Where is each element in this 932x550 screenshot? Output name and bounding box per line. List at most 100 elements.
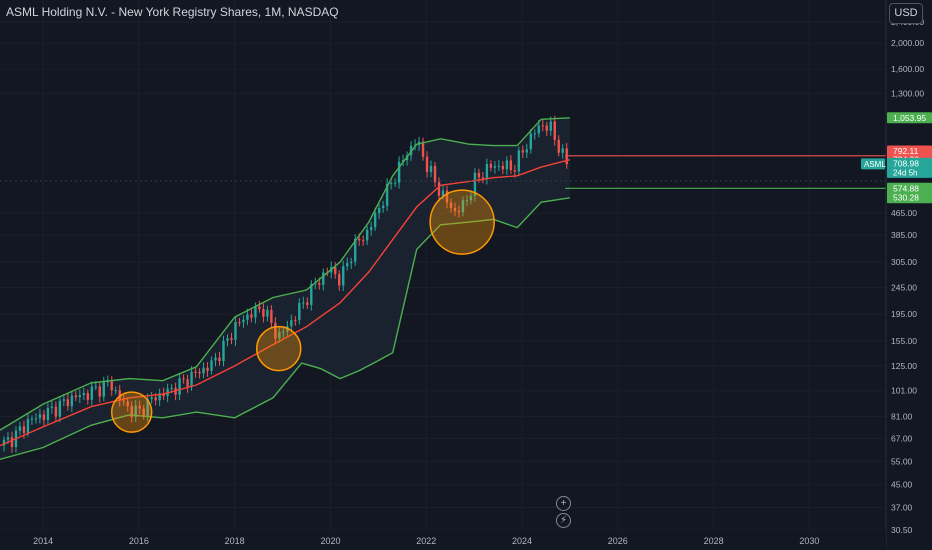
candle-body	[242, 319, 245, 323]
candle-body	[138, 405, 141, 409]
x-tick-label: 2028	[704, 536, 724, 546]
candle-body	[441, 190, 445, 196]
candle-body	[246, 314, 249, 320]
price-label-box	[887, 192, 932, 204]
candle-body	[78, 395, 82, 398]
y-tick-label: 2,000.00	[891, 38, 924, 48]
candle-body	[529, 133, 532, 150]
candle-body	[425, 156, 429, 173]
x-tick-label: 2016	[129, 536, 149, 546]
candle-body	[22, 426, 26, 433]
x-ticks: 2014 2016 2018 2020 2022 2024 2026 2028 2030	[33, 536, 819, 546]
y-tick-label: 305.00	[891, 257, 917, 267]
candle-body	[561, 148, 564, 153]
y-tick-label: 155.00	[891, 336, 917, 346]
candle-body	[94, 386, 97, 388]
candle-body	[178, 378, 181, 395]
candle-body	[18, 426, 22, 431]
candle-body	[457, 210, 461, 213]
countdown-text: 24d 5h	[893, 168, 917, 177]
price-label-box	[887, 182, 932, 194]
y-tick-label: 55.00	[891, 456, 913, 466]
candle-body	[54, 406, 58, 417]
x-tick-label: 2018	[225, 536, 245, 546]
candle-body	[513, 170, 517, 172]
candle-body	[365, 229, 369, 241]
candle-body	[290, 320, 293, 327]
y-tick-label: 465.00	[891, 208, 917, 218]
y-tick-label: 101.00	[891, 386, 917, 396]
candle-body	[541, 125, 544, 127]
candle-body	[70, 395, 74, 407]
time-axis[interactable]	[0, 530, 886, 550]
candle-body	[505, 160, 509, 170]
candle-body	[170, 387, 173, 389]
candle-body	[6, 437, 10, 440]
candle-body	[114, 390, 117, 392]
candle-body	[421, 141, 425, 157]
candle-body	[142, 408, 145, 416]
candle-body	[274, 322, 277, 339]
candle-body	[393, 182, 397, 184]
candle-body	[525, 149, 529, 153]
currency-button[interactable]: USD	[889, 3, 923, 24]
candle-body	[493, 166, 497, 168]
highlight-circles	[110, 189, 495, 433]
y-tick-label: 1,600.00	[891, 64, 924, 74]
candle-body	[485, 163, 489, 179]
candle-body	[74, 395, 78, 398]
y-tick-label: 30.50	[891, 525, 913, 535]
candle-body	[250, 314, 253, 318]
candle-body	[334, 267, 337, 275]
candle-body	[270, 309, 273, 323]
band-fill	[0, 117, 570, 460]
candle-body	[497, 165, 501, 167]
candle-body	[473, 172, 477, 196]
candle-body	[214, 357, 217, 361]
lightning-icon[interactable]: ⚡	[556, 513, 571, 528]
candle-body	[98, 386, 101, 397]
candle-body	[310, 284, 313, 305]
y-tick-label: 45.00	[891, 480, 913, 490]
candle-body	[533, 133, 536, 135]
candle-body	[489, 163, 493, 168]
candle-body	[206, 367, 209, 371]
candle-body	[282, 331, 285, 333]
y-tick-label: 195.00	[891, 309, 917, 319]
candle-body	[186, 379, 189, 387]
plus-circle-icon[interactable]: +	[556, 496, 571, 511]
candle-body	[202, 367, 205, 374]
candle-body	[357, 238, 361, 241]
candle-body	[477, 172, 481, 178]
candle-body	[537, 125, 540, 134]
price-label-box	[887, 157, 932, 178]
price-label-text: 574.88	[893, 183, 919, 193]
candle-body	[385, 183, 389, 206]
candle-body	[517, 150, 521, 172]
candle-body	[234, 322, 237, 340]
candle-body	[433, 165, 437, 183]
x-tick-label: 2014	[33, 536, 53, 546]
candle-body	[501, 165, 505, 170]
x-tick-label: 2022	[416, 536, 436, 546]
candle-body	[298, 302, 301, 321]
upper-line	[0, 117, 570, 431]
candle-body	[354, 238, 357, 262]
candle-body	[397, 161, 401, 183]
price-label-text: 530.28	[893, 193, 919, 203]
candle-body	[294, 320, 297, 322]
highlight-circle	[429, 189, 495, 255]
candle-body	[130, 406, 133, 418]
candle-body	[254, 306, 257, 318]
candle-body	[449, 202, 453, 209]
candle-body	[557, 139, 560, 153]
price-label-text: 1,053.95	[893, 113, 926, 123]
candle-body	[437, 182, 441, 196]
candle-body	[338, 274, 341, 286]
candle-body	[222, 340, 225, 362]
candle-body	[521, 150, 525, 153]
price-axis[interactable]	[886, 0, 932, 550]
chart-title: ASML Holding N.V. - New York Registry Sh…	[6, 5, 339, 19]
candle-body	[10, 437, 14, 448]
